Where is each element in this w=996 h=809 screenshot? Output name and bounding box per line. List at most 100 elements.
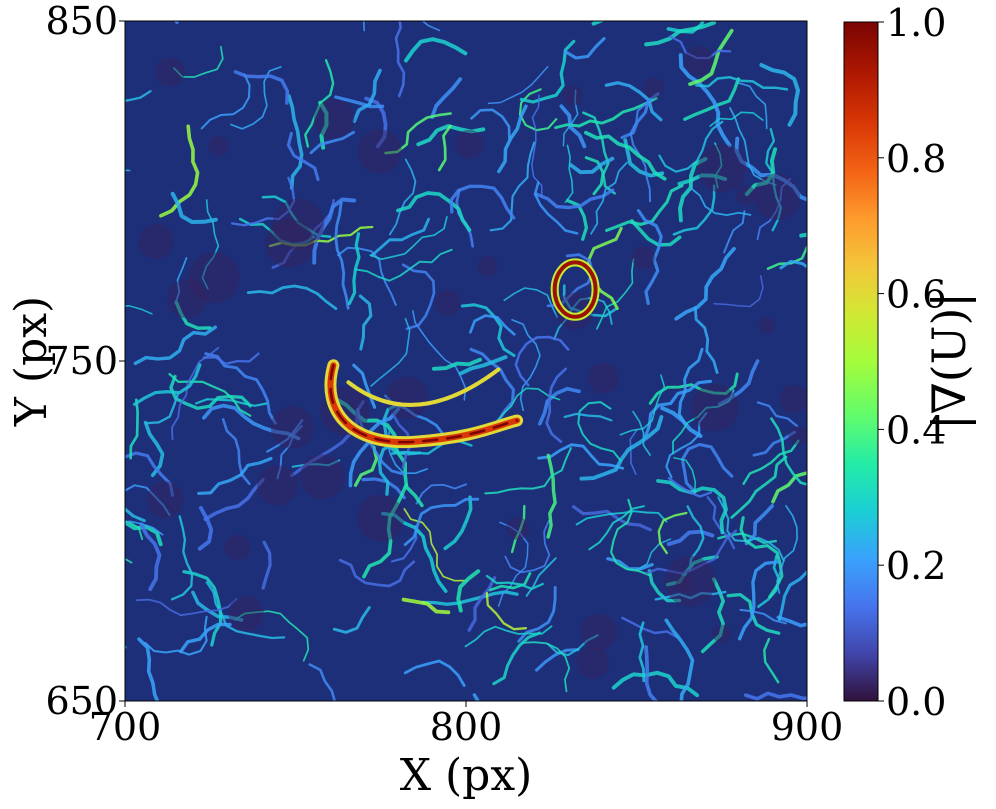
texture-ridge xyxy=(132,363,202,406)
colorbar-tick-label: 0.2 xyxy=(886,544,946,588)
texture-ridge xyxy=(334,201,350,310)
texture-ridge xyxy=(514,335,570,387)
texture-ridge xyxy=(125,305,153,315)
texture-dark-patch xyxy=(664,555,716,607)
texture-ridge xyxy=(125,507,146,523)
texture-dark-patch xyxy=(270,406,314,449)
texture-dark-patch xyxy=(385,376,429,420)
texture-ridge xyxy=(412,310,467,401)
texture-ridge xyxy=(565,198,589,241)
texture-ridge xyxy=(318,100,329,150)
y-tick-label: 650 xyxy=(45,679,118,723)
texture-ridge xyxy=(533,181,579,235)
texture-ridge xyxy=(562,89,579,147)
texture-ridge xyxy=(353,445,379,487)
texture-ridge xyxy=(694,306,719,374)
texture-ridge xyxy=(401,263,436,331)
texture-ridge xyxy=(521,641,571,693)
texture-ridge xyxy=(629,428,639,475)
texture-ridge xyxy=(554,96,658,130)
texture-ridge xyxy=(290,400,365,478)
heatmap-texture xyxy=(125,21,807,701)
texture-ridge xyxy=(756,177,792,241)
texture-ridge xyxy=(519,39,576,104)
texture-ridge xyxy=(689,187,752,216)
texture-ridge xyxy=(686,505,705,572)
texture-ridge xyxy=(518,88,558,132)
texture-ridge xyxy=(469,314,516,336)
texture-dark-patch xyxy=(576,646,610,679)
texture-ridge xyxy=(657,511,688,555)
texture-ridge xyxy=(647,569,682,603)
arc-feature-peak xyxy=(329,364,519,444)
texture-ridge xyxy=(174,257,188,305)
texture-ridge xyxy=(730,455,788,519)
texture-ridge xyxy=(672,184,716,236)
texture-ridge xyxy=(706,496,736,550)
texture-ridge xyxy=(309,130,355,155)
texture-ridge xyxy=(261,540,272,590)
texture-ridge xyxy=(338,558,416,588)
texture-ridge xyxy=(632,410,651,456)
texture-ridge xyxy=(688,28,734,86)
texture-ridge xyxy=(591,21,606,26)
texture-dark-patch xyxy=(562,85,583,106)
texture-dark-patch xyxy=(697,144,747,193)
texture-ridge xyxy=(268,225,374,248)
texture-ridge xyxy=(145,393,179,425)
texture-ridge xyxy=(396,191,472,232)
texture-ridge xyxy=(484,447,572,495)
texture-dark-patch xyxy=(434,289,461,316)
texture-ridge xyxy=(347,232,361,305)
texture-ridge xyxy=(656,479,728,535)
texture-ridge xyxy=(673,457,697,495)
texture-ridge xyxy=(233,610,310,662)
texture-dark-patch xyxy=(788,426,807,445)
texture-ridge xyxy=(286,131,320,182)
texture-ridge xyxy=(545,367,568,444)
texture-ridge xyxy=(717,359,760,406)
texture-ridge xyxy=(623,138,665,178)
texture-ridge xyxy=(525,557,557,597)
texture-ridge xyxy=(201,199,220,290)
texture-ridge xyxy=(672,389,735,455)
texture-ridge xyxy=(636,209,663,306)
x-axis-label: X (px) xyxy=(400,750,533,801)
texture-ridge xyxy=(619,374,666,436)
texture-ridge xyxy=(766,244,807,270)
texture-ridge xyxy=(644,21,716,47)
texture-dark-patch xyxy=(580,613,618,651)
colorbar-gradient xyxy=(843,21,879,702)
texture-ridge xyxy=(485,574,544,590)
texture-ridge xyxy=(546,453,557,539)
texture-ridge xyxy=(638,621,646,683)
texture-ridge xyxy=(636,538,672,571)
texture-dark-patch xyxy=(758,317,776,335)
texture-ridge xyxy=(195,398,268,407)
x-tick-label: 800 xyxy=(430,705,503,749)
texture-ridge xyxy=(604,81,663,122)
colorbar-tick-label: 0.6 xyxy=(886,273,946,317)
texture-ridge xyxy=(776,504,798,594)
texture-ridge xyxy=(799,232,807,238)
texture-ridge xyxy=(356,407,405,476)
texture-ridge xyxy=(137,637,160,701)
texture-ridge xyxy=(173,46,224,78)
heatmap-features xyxy=(324,258,600,449)
texture-ridge xyxy=(778,569,807,622)
texture-ridge xyxy=(133,325,217,366)
texture-ridge xyxy=(369,216,448,261)
texture-dark-patch xyxy=(155,57,185,87)
texture-ridge xyxy=(467,576,497,632)
texture-ridge xyxy=(723,210,746,254)
texture-dark-patch xyxy=(477,255,498,276)
texture-ridge xyxy=(742,439,800,485)
texture-ridge xyxy=(497,521,529,607)
texture-ridge xyxy=(743,691,807,701)
texture-ridge xyxy=(678,53,732,148)
texture-ridge xyxy=(779,259,807,270)
texture-ridge xyxy=(492,631,542,686)
texture-ridge xyxy=(233,70,290,105)
texture-ridge xyxy=(497,104,528,174)
